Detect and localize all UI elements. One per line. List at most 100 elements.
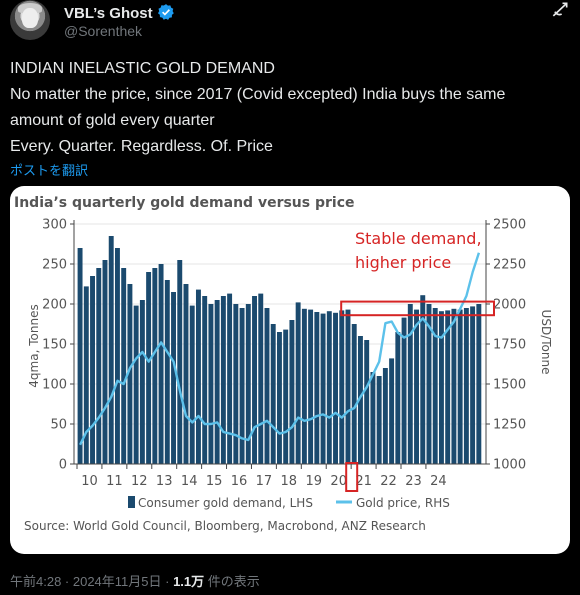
demand-bar — [276, 332, 282, 464]
author-name[interactable]: VBL’s Ghost — [64, 5, 153, 22]
x-tick-label: 24 — [430, 474, 447, 489]
left-tick-label: 150 — [42, 338, 67, 353]
left-tick-label: 0 — [59, 458, 67, 473]
demand-bar — [364, 340, 370, 464]
x-tick-label: 16 — [231, 474, 248, 489]
right-tick-label: 2250 — [493, 258, 526, 273]
stable-demand-highlight-box — [340, 300, 496, 317]
x-tick-label: 22 — [380, 474, 397, 489]
demand-bar — [233, 304, 239, 464]
demand-bar — [127, 284, 133, 464]
legend-bar-label: Consumer gold demand, LHS — [138, 496, 313, 510]
tweet-header: VBL’s Ghost @Sorenthek — [10, 0, 570, 48]
demand-bar — [214, 300, 220, 464]
demand-bar — [133, 305, 139, 464]
demand-bar — [463, 308, 469, 464]
demand-bar — [308, 309, 314, 464]
tweet-line-3: amount of gold every quarter — [10, 112, 215, 129]
left-tick-label: 50 — [50, 418, 67, 433]
demand-bar — [389, 358, 395, 464]
demand-bar — [382, 368, 388, 464]
tweet-line-1: INDIAN INELASTIC GOLD DEMAND — [10, 60, 275, 77]
x-tick-label: 17 — [256, 474, 273, 489]
demand-bar — [326, 311, 332, 464]
demand-bar — [295, 302, 301, 464]
demand-bar — [195, 289, 201, 464]
demand-bar — [158, 264, 164, 464]
left-tick-label: 250 — [42, 258, 67, 273]
tweet-meta: 午前4:28 · 2024年11月5日 · 1.1万 件の表示 — [10, 571, 260, 590]
gold-price-line — [79, 252, 481, 446]
chart-image-card[interactable]: India’s quarterly gold demand versus pri… — [10, 186, 570, 554]
right-tick-label: 1000 — [493, 458, 526, 473]
x-tick-label: 20 — [330, 474, 347, 489]
demand-bar — [357, 336, 363, 464]
view-suffix: 件の表示 — [207, 574, 260, 589]
legend-line-label: Gold price, RHS — [356, 496, 450, 510]
demand-bar — [376, 376, 382, 464]
tweet-line-2: No matter the price, since 2017 (Covid e… — [10, 86, 506, 103]
x-tick-label: 23 — [405, 474, 422, 489]
demand-bar — [77, 248, 83, 464]
x-tick-label: 18 — [281, 474, 298, 489]
right-tick-label: 1500 — [493, 378, 526, 393]
demand-bar — [426, 304, 432, 464]
demand-bar — [283, 329, 289, 464]
grok-icon[interactable] — [550, 0, 570, 20]
demand-bar — [370, 372, 376, 464]
avatar-face — [22, 8, 38, 28]
translate-link[interactable]: ポストを翻訳 — [10, 163, 89, 178]
demand-bar — [395, 332, 401, 464]
demand-bar — [432, 308, 438, 464]
demand-bar — [445, 310, 451, 464]
demand-bar — [164, 280, 170, 464]
demand-bar — [121, 268, 127, 464]
demand-bar — [289, 320, 295, 464]
demand-bar — [146, 272, 152, 464]
demand-bar — [189, 305, 195, 464]
left-axis-label: 4qma, Tonnes — [27, 304, 41, 387]
demand-bars — [77, 236, 482, 464]
x-tick-label: 11 — [106, 474, 123, 489]
demand-bar — [333, 312, 338, 464]
left-tick-label: 100 — [42, 378, 67, 393]
legend-bar-swatch — [128, 496, 135, 508]
demand-bar — [252, 296, 257, 464]
demand-bar — [171, 292, 176, 464]
x-axis-ticks: 10 11 12 13 14 15 16 17 18 19 20 21 22 23 24 — [76, 464, 447, 489]
right-tick-label: 2500 — [493, 218, 526, 233]
demand-bar — [258, 293, 264, 464]
author-handle[interactable]: @Sorenthek — [64, 23, 143, 39]
chart-source: Source: World Gold Council, Bloomberg, M… — [24, 519, 426, 533]
x-tick-label: 21 — [355, 474, 372, 489]
x-tick-label: 14 — [181, 474, 198, 489]
meta-separator: · — [165, 574, 174, 589]
right-axis-ticks: 1000 1250 1500 1750 2000 2250 2500 — [486, 218, 526, 473]
demand-bar — [320, 313, 326, 464]
demand-bar — [177, 260, 183, 464]
demand-bar — [457, 309, 463, 464]
tweet-line-4: Every. Quarter. Regardless. Of. Price — [10, 138, 273, 155]
annotation-line-1: Stable demand, — [355, 229, 482, 248]
x-tick-label: 13 — [156, 474, 173, 489]
demand-bar — [220, 296, 226, 464]
demand-bar — [339, 310, 345, 464]
demand-bar — [183, 284, 189, 464]
avatar[interactable] — [10, 0, 50, 40]
x-axis-highlight-box — [345, 462, 359, 492]
demand-bar — [96, 268, 102, 464]
demand-bar — [301, 308, 307, 464]
demand-bar — [351, 324, 357, 464]
timestamp[interactable]: 午前4:28 · 2024年11月5日 — [10, 574, 162, 589]
demand-bar — [239, 308, 245, 464]
author-name-row[interactable]: VBL’s Ghost — [64, 3, 175, 22]
verified-badge-icon — [157, 4, 174, 20]
demand-bar — [345, 309, 351, 464]
gold-demand-chart: India’s quarterly gold demand versus pri… — [14, 195, 553, 533]
demand-bar — [227, 293, 233, 464]
left-tick-label: 300 — [42, 218, 67, 233]
demand-bar — [414, 309, 419, 464]
demand-bar — [202, 296, 208, 464]
demand-bar — [470, 306, 476, 464]
demand-bar — [245, 304, 251, 464]
